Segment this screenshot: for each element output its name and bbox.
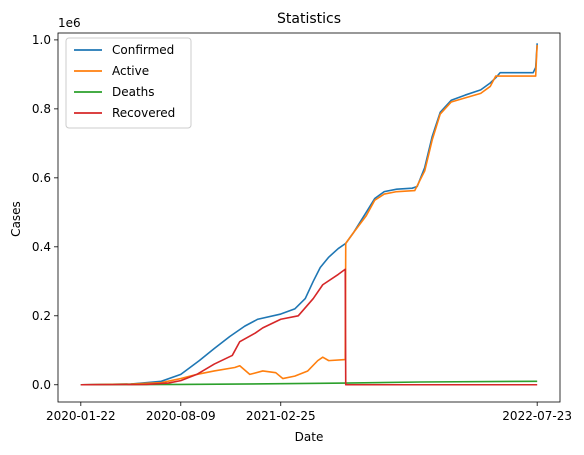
y-tick-label: 0.6 (32, 171, 51, 185)
x-tick-label: 2020-08-09 (146, 409, 216, 423)
plot-frame (57, 32, 561, 403)
series-line-deaths (80, 380, 538, 386)
x-tick-label: 2020-01-22 (46, 409, 116, 423)
y-tick-label: 0.0 (32, 378, 51, 392)
y-axis-ticks: 0.0 0.2 0.4 0.6 0.8 1.0 (32, 33, 58, 392)
y-tick-label: 0.2 (32, 309, 51, 323)
series-layer (80, 43, 538, 386)
legend-label-active: Active (112, 64, 149, 78)
x-axis-label: Date (295, 430, 324, 444)
legend-label-recovered: Recovered (112, 106, 175, 120)
chart-title: Statistics (277, 11, 341, 27)
legend-label-deaths: Deaths (112, 85, 155, 99)
x-tick-label: 2022-07-23 (502, 409, 572, 423)
x-axis-ticks: 2020-01-22 2020-08-09 2021-02-25 2022-07-23 (46, 402, 572, 423)
y-tick-label: 0.8 (32, 102, 51, 116)
legend: Confirmed Active Deaths Recovered (65, 37, 192, 129)
plot-area (80, 43, 538, 386)
series-line-recovered (80, 268, 538, 386)
y-tick-label: 0.4 (32, 240, 51, 254)
y-axis-label: Cases (9, 201, 23, 237)
y-tick-label: 1.0 (32, 33, 51, 47)
y-axis-multiplier-label: 1e6 (58, 16, 81, 30)
legend-label-confirmed: Confirmed (112, 43, 174, 57)
series-line-confirmed (80, 43, 538, 386)
legend-frame (65, 37, 192, 129)
x-tick-label: 2021-02-25 (246, 409, 316, 423)
